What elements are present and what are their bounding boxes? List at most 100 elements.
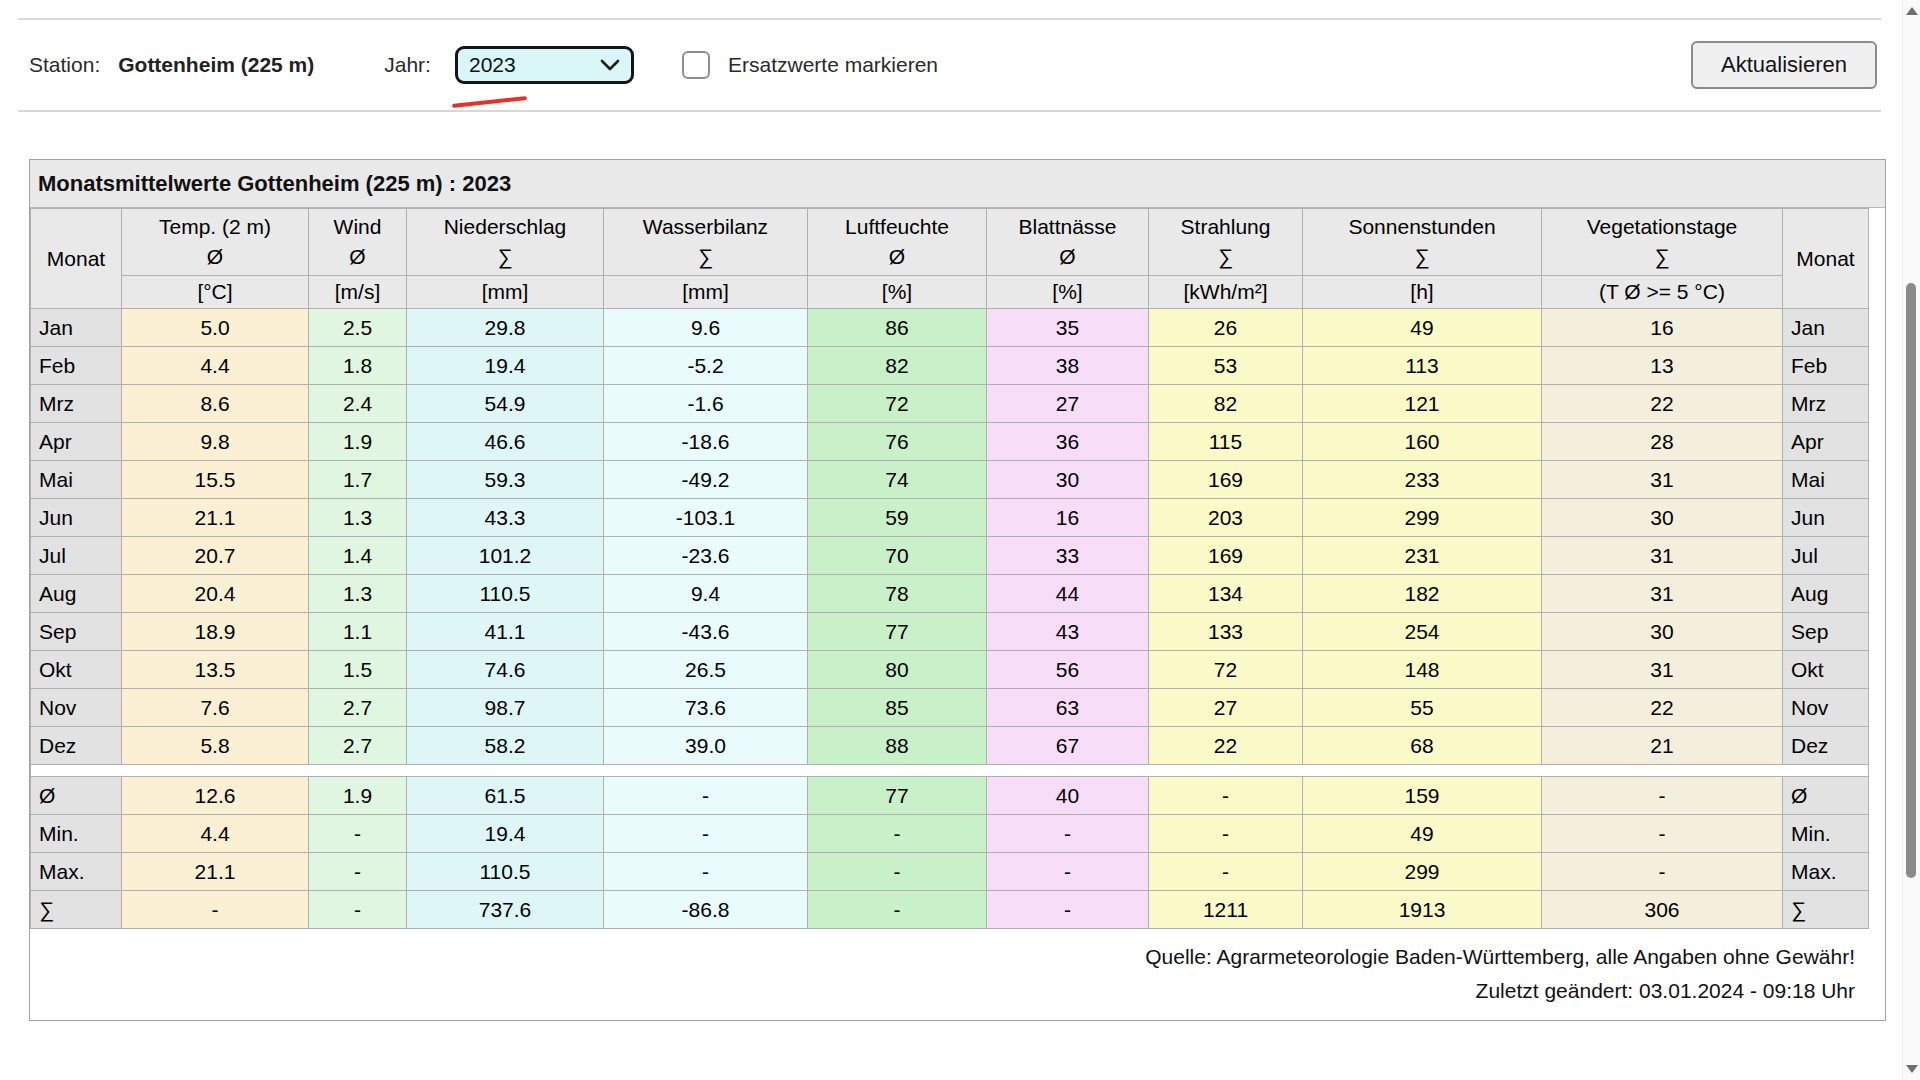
cell-vegdays: 28 <box>1542 423 1783 461</box>
month-cell-end: Jan <box>1783 309 1869 347</box>
cell-balance: -49.2 <box>604 461 808 499</box>
cell-temp: 12.6 <box>122 777 309 815</box>
ersatzwerte-checkbox[interactable] <box>682 51 710 79</box>
station-label: Station: <box>29 53 100 77</box>
cell-vegdays: - <box>1542 853 1783 891</box>
cell-radiation: 22 <box>1149 727 1303 765</box>
cell-leafwet: 43 <box>987 613 1149 651</box>
cell-sunhours: 299 <box>1303 499 1542 537</box>
column-header-balance: Wasserbilanz∑ <box>604 209 808 276</box>
cell-balance: -5.2 <box>604 347 808 385</box>
cell-temp: 21.1 <box>122 499 309 537</box>
cell-vegdays: 22 <box>1542 689 1783 727</box>
year-select-value: 2023 <box>469 53 516 77</box>
month-cell-end: Sep <box>1783 613 1869 651</box>
cell-precip: 737.6 <box>407 891 604 929</box>
column-header-temp: Temp. (2 m)Ø <box>122 209 309 276</box>
cell-sunhours: 160 <box>1303 423 1542 461</box>
cell-leafwet: 36 <box>987 423 1149 461</box>
cell-leafwet: 63 <box>987 689 1149 727</box>
month-cell: Nov <box>31 689 122 727</box>
scrollbar-thumb[interactable] <box>1906 283 1916 878</box>
cell-sunhours: 299 <box>1303 853 1542 891</box>
cell-vegdays: 31 <box>1542 651 1783 689</box>
cell-temp: 4.4 <box>122 347 309 385</box>
scroll-down-arrow-icon[interactable] <box>1906 1065 1918 1073</box>
column-header-wind: WindØ <box>309 209 407 276</box>
cell-radiation: - <box>1149 777 1303 815</box>
cell-precip: 19.4 <box>407 347 604 385</box>
summary-row: Min.4.4-19.4----49-Min. <box>31 815 1869 853</box>
cell-precip: 29.8 <box>407 309 604 347</box>
cell-leafwet: 27 <box>987 385 1149 423</box>
summary-label-cell-end: Max. <box>1783 853 1869 891</box>
cell-humidity: 85 <box>808 689 987 727</box>
table-row: Feb4.41.819.4-5.282385311313Feb <box>31 347 1869 385</box>
red-underline-annotation <box>452 96 527 108</box>
table-title: Monatsmittelwerte Gottenheim (225 m) : 2… <box>30 160 1885 208</box>
column-header-radiation: Strahlung∑ <box>1149 209 1303 276</box>
cell-humidity: - <box>808 891 987 929</box>
table-row: Jun21.11.343.3-103.1591620329930Jun <box>31 499 1869 537</box>
month-cell-end: Apr <box>1783 423 1869 461</box>
month-cell-end: Okt <box>1783 651 1869 689</box>
cell-leafwet: - <box>987 891 1149 929</box>
vertical-scrollbar[interactable] <box>1902 0 1920 1080</box>
table-row: Nov7.62.798.773.68563275522Nov <box>31 689 1869 727</box>
cell-humidity: 77 <box>808 777 987 815</box>
cell-temp: 4.4 <box>122 815 309 853</box>
cell-wind: 1.5 <box>309 651 407 689</box>
cell-wind: 1.8 <box>309 347 407 385</box>
month-cell-end: Jul <box>1783 537 1869 575</box>
cell-humidity: 70 <box>808 537 987 575</box>
summary-row: Max.21.1-110.5----299-Max. <box>31 853 1869 891</box>
cell-vegdays: - <box>1542 777 1783 815</box>
scroll-up-arrow-icon[interactable] <box>1906 7 1918 15</box>
cell-balance: -103.1 <box>604 499 808 537</box>
toolbar-divider <box>18 110 1881 112</box>
table-row: Sep18.91.141.1-43.6774313325430Sep <box>31 613 1869 651</box>
year-select[interactable]: 2023 <box>455 46 634 84</box>
summary-label-cell: Max. <box>31 853 122 891</box>
cell-vegdays: 31 <box>1542 537 1783 575</box>
table-row: Apr9.81.946.6-18.6763611516028Apr <box>31 423 1869 461</box>
cell-leafwet: 38 <box>987 347 1149 385</box>
cell-humidity: 80 <box>808 651 987 689</box>
cell-precip: 61.5 <box>407 777 604 815</box>
cell-vegdays: 22 <box>1542 385 1783 423</box>
cell-vegdays: 30 <box>1542 499 1783 537</box>
cell-sunhours: 159 <box>1303 777 1542 815</box>
cell-sunhours: 233 <box>1303 461 1542 499</box>
cell-vegdays: 30 <box>1542 613 1783 651</box>
cell-wind: 2.7 <box>309 727 407 765</box>
unit-header-vegdays: (T Ø >= 5 °C) <box>1542 276 1783 309</box>
cell-leafwet: 44 <box>987 575 1149 613</box>
cell-balance: -23.6 <box>604 537 808 575</box>
table-row: Okt13.51.574.626.580567214831Okt <box>31 651 1869 689</box>
month-cell: Aug <box>31 575 122 613</box>
summary-label-cell-end: Ø <box>1783 777 1869 815</box>
cell-radiation: 169 <box>1149 537 1303 575</box>
month-cell-end: Aug <box>1783 575 1869 613</box>
column-header-month: Monat <box>31 209 122 309</box>
cell-precip: 54.9 <box>407 385 604 423</box>
month-cell-end: Mrz <box>1783 385 1869 423</box>
cell-leafwet: - <box>987 853 1149 891</box>
cell-vegdays: 13 <box>1542 347 1783 385</box>
month-cell-end: Feb <box>1783 347 1869 385</box>
cell-balance: -18.6 <box>604 423 808 461</box>
summary-label-cell-end: Min. <box>1783 815 1869 853</box>
cell-radiation: 82 <box>1149 385 1303 423</box>
cell-precip: 98.7 <box>407 689 604 727</box>
cell-sunhours: 121 <box>1303 385 1542 423</box>
cell-sunhours: 1913 <box>1303 891 1542 929</box>
cell-wind: - <box>309 853 407 891</box>
unit-header-leafwet: [%] <box>987 276 1149 309</box>
table-row: Mai15.51.759.3-49.2743016923331Mai <box>31 461 1869 499</box>
cell-humidity: 76 <box>808 423 987 461</box>
aktualisieren-button[interactable]: Aktualisieren <box>1691 41 1877 89</box>
cell-precip: 41.1 <box>407 613 604 651</box>
cell-wind: 1.3 <box>309 575 407 613</box>
cell-humidity: 78 <box>808 575 987 613</box>
cell-radiation: 169 <box>1149 461 1303 499</box>
